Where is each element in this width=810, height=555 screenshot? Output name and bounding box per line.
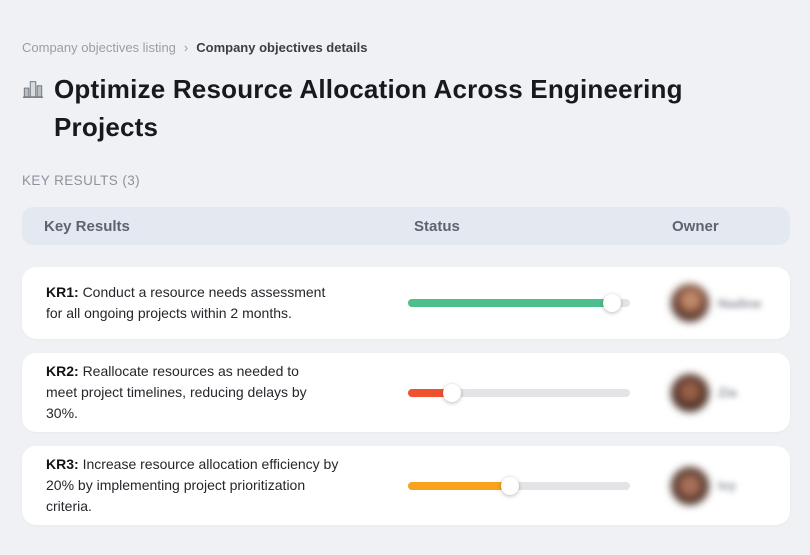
kr2-progress-fill [408,383,462,402]
kr3-progress-fill [408,476,520,495]
kr2-description: KR2: Reallocate resources as needed to m… [46,363,307,421]
breadcrumb-current: Company objectives details [196,40,368,55]
kr3-owner: Ivy [650,466,790,505]
avatar [671,466,709,505]
column-header-key-results: Key Results [44,217,130,235]
kr1-description: KR1: Conduct a resource needs assessment… [46,284,326,321]
kr1-slider-handle[interactable] [603,294,622,312]
key-result-row-kr1[interactable]: KR1: Conduct a resource needs assessment… [22,267,790,339]
column-header-status: Status [414,217,460,235]
page-title: Optimize Resource Allocation Across Engi… [54,74,683,142]
kr1-progress-fill [408,294,622,312]
key-result-row-kr3[interactable]: KR3: Increase resource allocation effici… [22,446,790,525]
breadcrumb: Company objectives listing › Company obj… [22,40,790,55]
kr1-progress-slider[interactable] [408,294,630,312]
key-results-list: KR1: Conduct a resource needs assessment… [22,267,790,525]
chevron-right-icon: › [183,40,189,55]
owner-name-obscured: Nadine [718,295,762,311]
kr3-progress-slider[interactable] [408,476,630,495]
kr1-owner: Nadine [650,284,790,322]
page: Company objectives listing › Company obj… [22,40,790,525]
owner-name-obscured: Zia [718,385,737,400]
kr2-owner: Zia [650,373,790,412]
kr3-slider-handle[interactable] [501,476,520,495]
avatar [671,284,709,322]
table-header: Key Results Status Owner [22,207,790,245]
kr2-slider-handle[interactable] [443,383,462,402]
breadcrumb-parent-link[interactable]: Company objectives listing [22,40,176,55]
key-results-section-label: KEY RESULTS (3) [22,173,141,188]
avatar [671,373,709,412]
column-header-owner: Owner [672,217,719,235]
owner-name-obscured: Ivy [718,478,737,493]
kr3-description: KR3: Increase resource allocation effici… [46,456,339,514]
key-result-row-kr2[interactable]: KR2: Reallocate resources as needed to m… [22,353,790,432]
kr2-progress-slider[interactable] [408,383,630,402]
building-icon [22,78,44,105]
